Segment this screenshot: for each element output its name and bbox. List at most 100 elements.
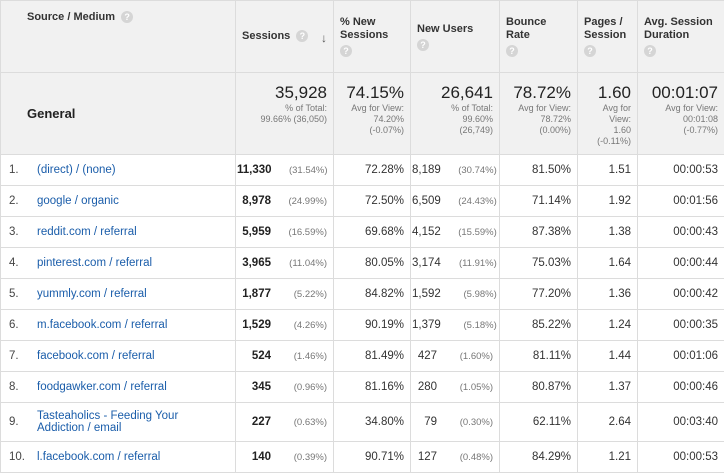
sessions-value: 5,959 [242,226,271,238]
source-medium-cell: 5.yummly.com / referral [1,279,236,310]
help-icon[interactable]: ? [644,45,656,57]
sessions-percent: (0.63%) [275,417,327,428]
bounce-rate-cell: 81.11% [500,341,578,372]
help-icon[interactable]: ? [121,11,133,23]
bounce-rate-cell: 62.11% [500,403,578,442]
col-header-new-users[interactable]: New Users ? [411,1,500,73]
new-users-percent: (24.43%) [445,196,497,207]
new-sessions-cell: 72.28% [334,155,411,186]
total-value: 74.15% [334,83,404,103]
source-medium-link[interactable]: facebook.com / referral [37,350,155,362]
pages-session-cell: 1.37 [578,372,638,403]
caption-line: Avg for View: [638,103,718,114]
col-header-label: Avg. Session Duration [644,16,713,41]
sessions-percent: (31.54%) [276,165,328,176]
source-medium-link[interactable]: reddit.com / referral [37,226,137,238]
source-medium-link[interactable]: google / organic [37,195,119,207]
source-medium-link[interactable]: l.facebook.com / referral [37,451,160,463]
new-users-cell: 127 (0.48%) [411,442,500,473]
sessions-value: 345 [252,381,271,393]
source-medium-link[interactable]: pinterest.com / referral [37,257,152,269]
new-users-value: 79 [424,416,437,428]
sessions-value: 1,877 [242,288,271,300]
col-header-label: Pages / Session [584,16,626,41]
caption-line: (26,749) [411,125,493,136]
col-header-new-sessions[interactable]: % New Sessions ? [334,1,411,73]
caption-line: View: [578,114,631,125]
source-medium-cell: 8.foodgawker.com / referral [1,372,236,403]
new-sessions-cell: 81.16% [334,372,411,403]
source-medium-link[interactable]: Tasteaholics - Feeding Your Addiction / … [37,410,207,434]
sort-descending-icon[interactable]: ↓ [321,32,327,45]
bounce-rate-cell: 81.50% [500,155,578,186]
table-row: 3.reddit.com / referral 5,959(16.59%) 69… [1,217,724,248]
sessions-percent: (4.26%) [275,320,327,331]
new-users-cell: 1,379(5.18%) [411,310,500,341]
sessions-cell: 227(0.63%) [236,403,334,442]
row-index: 2. [9,195,37,207]
bounce-rate-cell: 75.03% [500,248,578,279]
source-medium-link[interactable]: foodgawker.com / referral [37,381,167,393]
source-medium-cell: 3.reddit.com / referral [1,217,236,248]
total-pages-session: 1.60 Avg for View: 1.60 (-0.11%) [578,73,638,155]
source-medium-cell: 9.Tasteaholics - Feeding Your Addiction … [1,403,236,442]
new-users-percent: (11.91%) [445,258,497,269]
source-medium-link[interactable]: m.facebook.com / referral [37,319,167,331]
source-medium-cell: 4.pinterest.com / referral [1,248,236,279]
total-caption: Avg for View: 74.20% (-0.07%) [334,103,404,136]
source-medium-link[interactable]: yummly.com / referral [37,288,147,300]
new-users-value: 4,152 [412,226,441,238]
pages-session-cell: 1.36 [578,279,638,310]
table-row: 8.foodgawker.com / referral 345(0.96%) 8… [1,372,724,403]
new-sessions-cell: 80.05% [334,248,411,279]
help-icon[interactable]: ? [417,39,429,51]
avg-duration-cell: 00:00:46 [638,372,724,403]
sessions-percent: (1.46%) [275,351,327,362]
col-header-source-medium[interactable]: Source / Medium ? [1,1,236,73]
caption-line: (0.00%) [500,125,571,136]
sessions-percent: (16.59%) [275,227,327,238]
avg-duration-cell: 00:00:44 [638,248,724,279]
total-caption: % of Total: 99.66% (36,050) [236,103,327,125]
help-icon[interactable]: ? [296,30,308,42]
pages-session-cell: 1.24 [578,310,638,341]
row-index: 6. [9,319,37,331]
sessions-value: 1,529 [242,319,271,331]
general-label: General [1,73,236,155]
new-sessions-cell: 81.49% [334,341,411,372]
new-users-cell: 280(1.05%) [411,372,500,403]
row-index: 4. [9,257,37,269]
sessions-value: 11,330 [237,164,272,176]
col-header-pages-session[interactable]: Pages / Session ? [578,1,638,73]
total-value: 00:01:07 [638,83,718,103]
header-row: Source / Medium ? Sessions ? ↓ % New Ses… [1,1,724,73]
row-index: 9. [9,416,37,428]
help-icon[interactable]: ? [584,45,596,57]
col-header-sessions[interactable]: Sessions ? ↓ [236,1,334,73]
help-icon[interactable]: ? [506,45,518,57]
col-header-bounce-rate[interactable]: Bounce Rate ? [500,1,578,73]
caption-line: % of Total: [411,103,493,114]
table-row: 2.google / organic 8,978(24.99%) 72.50% … [1,186,724,217]
sessions-cell: 3,965(11.04%) [236,248,334,279]
sessions-percent: (0.39%) [275,452,327,463]
new-users-value: 127 [418,451,437,463]
new-sessions-cell: 90.19% [334,310,411,341]
total-new-sessions: 74.15% Avg for View: 74.20% (-0.07%) [334,73,411,155]
source-medium-link[interactable]: (direct) / (none) [37,164,116,176]
help-icon[interactable]: ? [340,45,352,57]
new-users-percent: (0.48%) [441,452,493,463]
total-value: 78.72% [500,83,571,103]
sessions-cell: 1,877(5.22%) [236,279,334,310]
pages-session-cell: 1.64 [578,248,638,279]
total-bounce-rate: 78.72% Avg for View: 78.72% (0.00%) [500,73,578,155]
bounce-rate-cell: 87.38% [500,217,578,248]
new-sessions-cell: 90.71% [334,442,411,473]
pages-session-cell: 1.21 [578,442,638,473]
table-row: 5.yummly.com / referral 1,877(5.22%) 84.… [1,279,724,310]
total-value: 35,928 [236,83,327,103]
col-header-label: Sessions [242,30,290,42]
caption-line: Avg for View: [334,103,404,114]
col-header-avg-session-duration[interactable]: Avg. Session Duration ? [638,1,724,73]
